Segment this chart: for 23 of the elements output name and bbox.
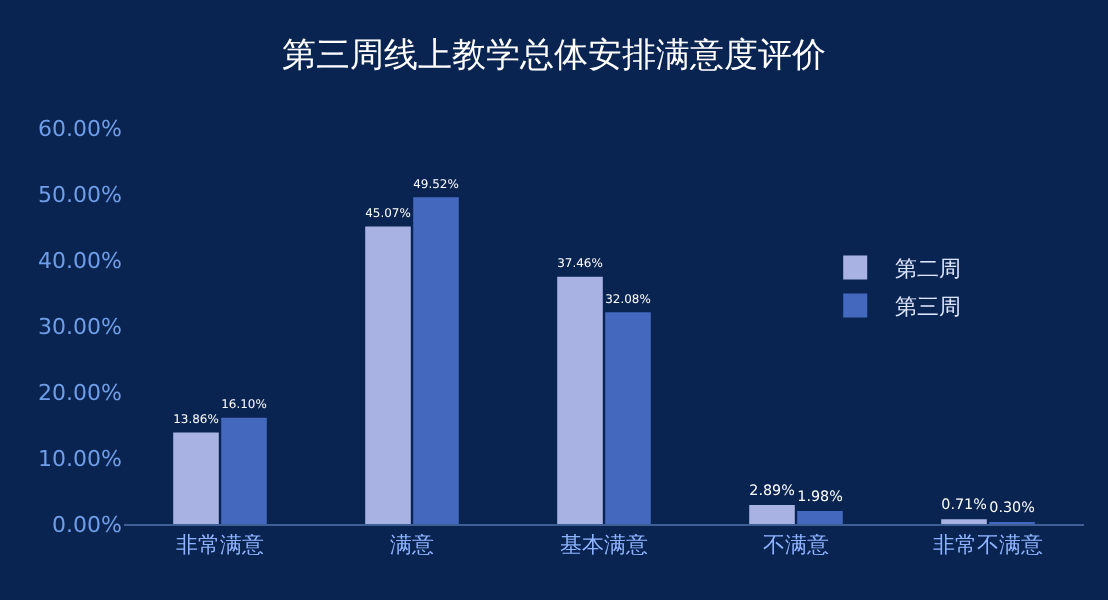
y-tick-label: 0.00% bbox=[52, 511, 122, 538]
bar bbox=[221, 417, 267, 524]
y-tick-label: 20.00% bbox=[38, 379, 122, 406]
bar bbox=[557, 276, 603, 524]
x-tick-label: 非常满意 bbox=[176, 532, 264, 559]
chart-title: 第三周线上教学总体安排满意度评价 bbox=[282, 35, 826, 76]
bar bbox=[413, 197, 459, 524]
legend-label: 第二周 bbox=[895, 255, 962, 282]
x-tick-label: 满意 bbox=[390, 532, 434, 559]
bar bbox=[605, 312, 651, 524]
x-tick-label: 非常不满意 bbox=[933, 532, 1043, 559]
x-tick-label: 基本满意 bbox=[560, 532, 648, 559]
y-tick-label: 60.00% bbox=[38, 115, 122, 142]
bar bbox=[797, 510, 843, 524]
bar bbox=[365, 226, 411, 524]
y-tick-label: 40.00% bbox=[38, 247, 122, 274]
bar bbox=[173, 432, 219, 524]
y-tick-label: 10.00% bbox=[38, 445, 122, 472]
x-tick-label: 不满意 bbox=[763, 532, 829, 559]
y-tick-label: 50.00% bbox=[38, 181, 122, 208]
y-tick-label: 30.00% bbox=[38, 313, 122, 340]
legend-label: 第三周 bbox=[895, 293, 962, 320]
bar bbox=[749, 504, 795, 524]
